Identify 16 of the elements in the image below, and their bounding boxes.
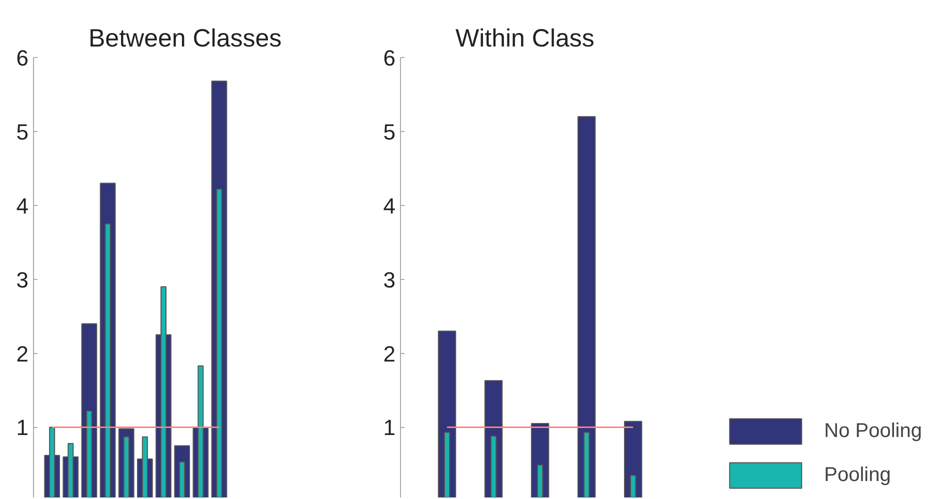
legend-label: Pooling — [824, 464, 891, 486]
chart-title: Between Classes — [88, 24, 282, 52]
y-tick-label: 1 — [16, 415, 29, 440]
y-tick-label: 2 — [383, 341, 396, 366]
y-tick-label: 3 — [16, 267, 29, 292]
y-tick-label: 4 — [16, 193, 29, 218]
legend-label: No Pooling — [824, 420, 922, 442]
chart-title: Within Class — [456, 24, 594, 52]
y-tick-label: 4 — [383, 193, 396, 218]
y-tick-label: 3 — [383, 267, 396, 292]
y-tick-label: 2 — [16, 341, 29, 366]
y-tick-label: 6 — [383, 46, 396, 70]
y-tick-label: 1 — [383, 415, 396, 440]
y-tick-label: 5 — [16, 119, 29, 144]
y-tick-label: 6 — [16, 46, 29, 70]
y-tick-label: 5 — [383, 119, 396, 144]
